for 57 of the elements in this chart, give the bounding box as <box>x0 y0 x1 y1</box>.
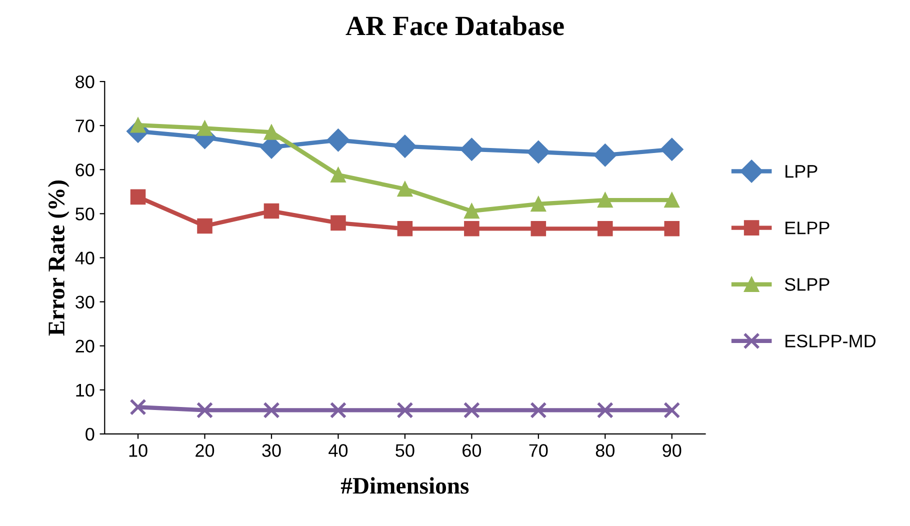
y-tick-label: 80 <box>76 75 94 88</box>
point <box>330 215 346 231</box>
y-tick-label: 60 <box>76 164 94 176</box>
x-tick-label: 90 <box>662 444 682 457</box>
point <box>326 128 350 152</box>
point <box>664 192 680 208</box>
y-tick-label: 40 <box>75 252 94 264</box>
point <box>197 120 212 136</box>
x-tick-label: 50 <box>396 444 414 457</box>
point <box>197 218 212 234</box>
point <box>330 167 346 183</box>
point <box>330 402 347 418</box>
point <box>264 203 280 219</box>
point <box>594 144 617 167</box>
legend-label: LPP <box>786 165 818 178</box>
point <box>464 221 480 236</box>
point <box>463 402 480 418</box>
legend-label: SLPP <box>784 278 830 291</box>
point <box>130 398 146 416</box>
chart-title: AR Face Database <box>346 16 564 36</box>
point <box>264 124 280 140</box>
y-tick-label: 50 <box>76 208 94 220</box>
point <box>596 402 614 418</box>
point <box>397 221 413 236</box>
point <box>196 402 214 418</box>
y-tick-label: 0 <box>86 428 94 441</box>
point <box>263 402 280 418</box>
point <box>664 221 680 236</box>
x-tick-label: 30 <box>262 444 281 457</box>
y-tick-label: 10 <box>76 384 94 397</box>
legend-label: ESLPP-MD <box>786 334 876 348</box>
point <box>460 138 484 161</box>
x-tick-label: 60 <box>462 444 482 457</box>
point <box>530 196 546 212</box>
point <box>598 192 613 208</box>
x-tick-label: 10 <box>129 444 148 457</box>
point <box>393 134 416 158</box>
point <box>660 138 684 161</box>
point <box>526 140 550 164</box>
point <box>598 221 613 236</box>
point <box>664 402 680 418</box>
y-tick-label: 70 <box>76 120 94 132</box>
point <box>464 203 480 219</box>
legend-label: ELPP <box>786 222 830 234</box>
x-tick-label: 20 <box>196 444 214 457</box>
x-tick-label: 70 <box>529 444 548 457</box>
point <box>396 402 414 418</box>
x-tick-label: 40 <box>328 444 348 457</box>
point <box>397 181 413 197</box>
y-tick-label: 20 <box>76 340 94 353</box>
y-tick-label: 30 <box>76 296 94 309</box>
point <box>530 221 546 236</box>
y-axis-title: Error Rate (%) <box>48 180 70 336</box>
x-tick-label: 80 <box>596 444 614 457</box>
x-axis-title: #Dimensions <box>340 477 469 494</box>
point <box>530 402 547 418</box>
point <box>130 189 146 205</box>
